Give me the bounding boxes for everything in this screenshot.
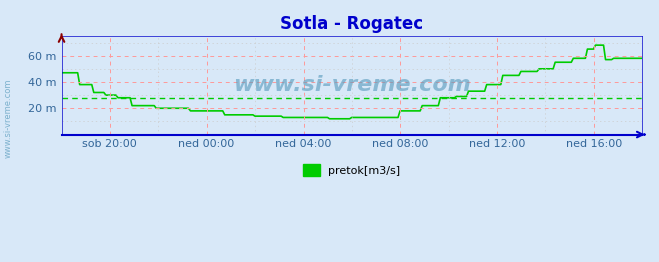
Legend: pretok[m3/s]: pretok[m3/s]	[299, 160, 405, 180]
Title: Sotla - Rogatec: Sotla - Rogatec	[280, 15, 423, 33]
Text: www.si-vreme.com: www.si-vreme.com	[3, 78, 13, 158]
Text: www.si-vreme.com: www.si-vreme.com	[233, 75, 471, 95]
